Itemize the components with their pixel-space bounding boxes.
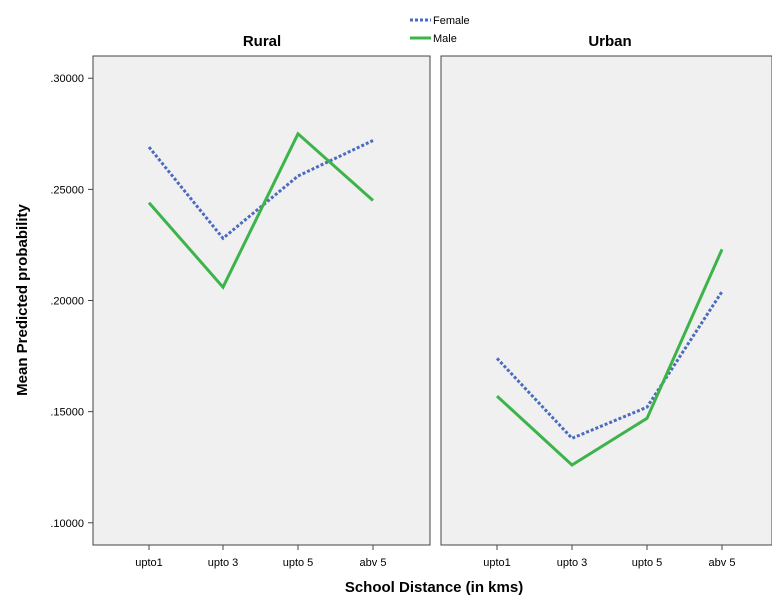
y-tick-label: .25000 [50, 184, 84, 196]
y-tick-label: .10000 [50, 518, 84, 530]
legend-label-male: Male [433, 33, 457, 45]
x-tick-label: upto1 [483, 557, 511, 569]
panel-title-urban: Urban [588, 33, 631, 50]
series-line-urban-female [495, 290, 724, 441]
y-tick-label: .15000 [50, 407, 84, 419]
x-tick-label: abv 5 [360, 557, 387, 569]
y-axis-title: Mean Predicted probability [14, 203, 31, 395]
y-tick-label: .20000 [50, 296, 84, 308]
panel-title-rural: Rural [243, 33, 281, 50]
legend: Female Male [410, 15, 470, 45]
series-lines [147, 131, 724, 467]
panel-urban-background [440, 55, 772, 546]
x-tick-label: abv 5 [709, 557, 736, 569]
x-tick-label: upto 3 [208, 557, 239, 569]
x-tick-label: upto1 [135, 557, 163, 569]
panel-rural-background [92, 55, 431, 546]
series-line-urban-male [495, 248, 724, 467]
x-tick-label: upto 5 [283, 557, 314, 569]
series-line-rural-male [147, 131, 374, 290]
x-axis: upto1 upto 3 upto 5 abv 5 upto1 upto 3 upto 5 a… [135, 545, 735, 569]
x-axis-title: School Distance (in kms) [345, 579, 523, 596]
legend-label-female: Female [433, 15, 470, 27]
y-axis: .10000 .15000 .20000 .25000 .30000 [50, 73, 93, 530]
x-tick-label: upto 5 [632, 557, 663, 569]
y-tick-label: .30000 [50, 73, 84, 85]
x-tick-label: upto 3 [557, 557, 588, 569]
